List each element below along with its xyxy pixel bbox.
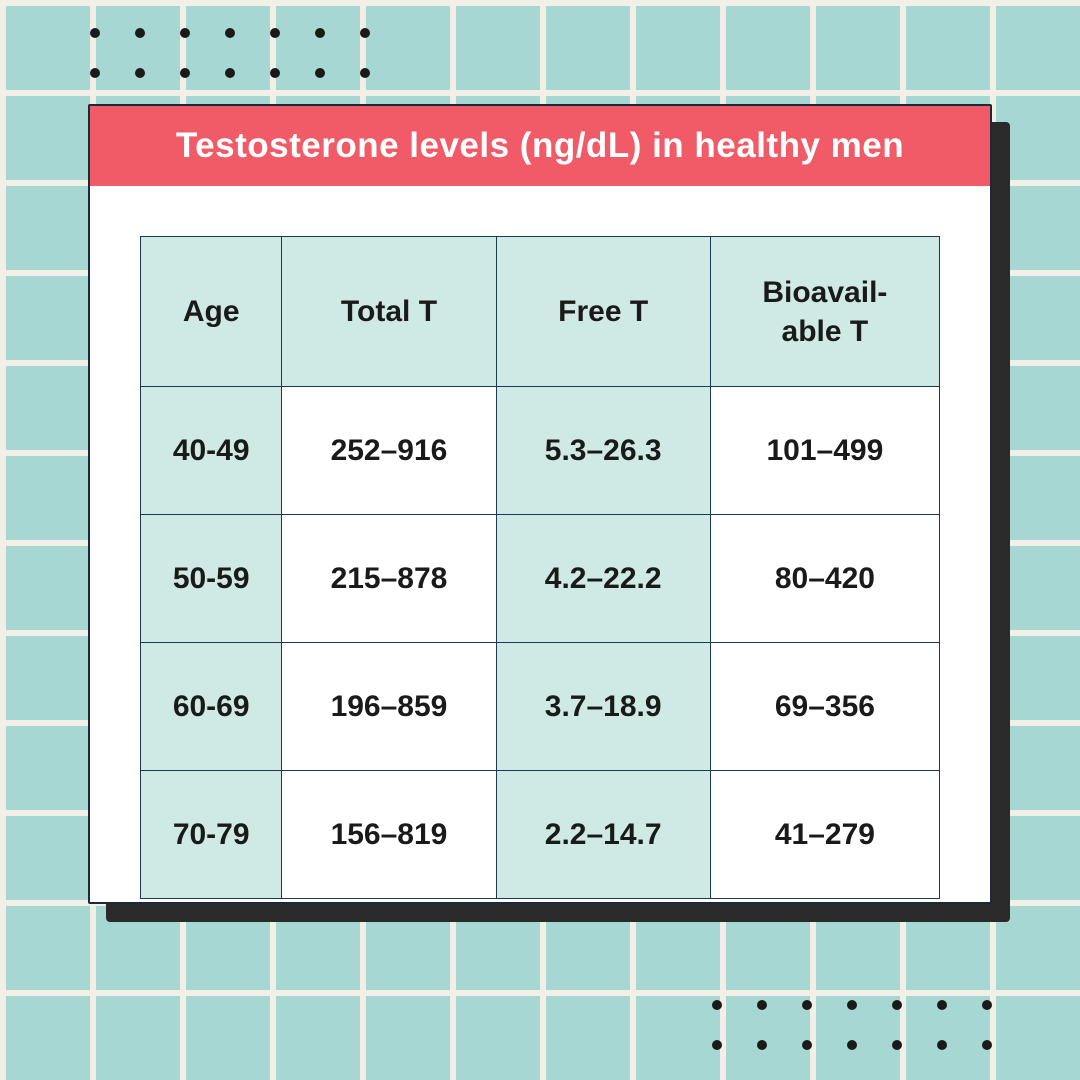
table-cell: 70-79 — [141, 771, 282, 899]
table-cell: 196–859 — [282, 643, 496, 771]
decorative-dots-top-left — [90, 28, 405, 108]
table-row: 70-79156–8192.2–14.741–279 — [141, 771, 940, 899]
table-cell: 80–420 — [710, 515, 939, 643]
column-header: Free T — [496, 237, 710, 387]
table-cell: 101–499 — [710, 387, 939, 515]
data-card: Testosterone levels (ng/dL) in healthy m… — [88, 104, 992, 904]
table-cell: 41–279 — [710, 771, 939, 899]
card-title-text: Testosterone levels (ng/dL) in healthy m… — [176, 126, 904, 166]
table-container: AgeTotal TFree TBioavail- able T40-49252… — [90, 186, 990, 904]
table-cell: 2.2–14.7 — [496, 771, 710, 899]
table-cell: 69–356 — [710, 643, 939, 771]
column-header: Bioavail- able T — [710, 237, 939, 387]
table-cell: 215–878 — [282, 515, 496, 643]
testosterone-table: AgeTotal TFree TBioavail- able T40-49252… — [140, 236, 940, 899]
table-row: 60-69196–8593.7–18.969–356 — [141, 643, 940, 771]
decorative-dots-bottom-right — [712, 1000, 1027, 1080]
table-cell: 156–819 — [282, 771, 496, 899]
table-cell: 5.3–26.3 — [496, 387, 710, 515]
table-cell: 50-59 — [141, 515, 282, 643]
table-cell: 60-69 — [141, 643, 282, 771]
table-row: 40-49252–9165.3–26.3101–499 — [141, 387, 940, 515]
table-cell: 252–916 — [282, 387, 496, 515]
column-header: Age — [141, 237, 282, 387]
card-title: Testosterone levels (ng/dL) in healthy m… — [90, 106, 990, 186]
table-cell: 40-49 — [141, 387, 282, 515]
table-cell: 3.7–18.9 — [496, 643, 710, 771]
column-header: Total T — [282, 237, 496, 387]
table-cell: 4.2–22.2 — [496, 515, 710, 643]
table-row: 50-59215–8784.2–22.280–420 — [141, 515, 940, 643]
